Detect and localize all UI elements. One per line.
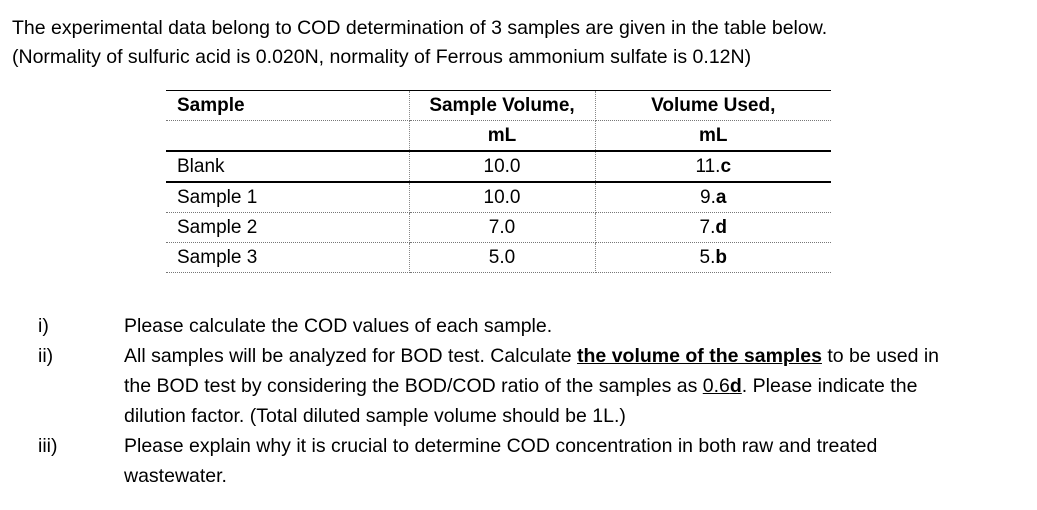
table-row: Blank 10.0 11.c [166,151,831,183]
cell-sample: Sample 2 [166,212,410,243]
question-text: All samples will be analyzed for BOD tes… [124,341,939,371]
text-run: the BOD test by considering the BOD/COD … [124,375,703,397]
cell-sample: Sample 3 [166,242,410,273]
text-run: to be used in [821,345,940,367]
cell-volume: 5.0 [409,242,596,273]
question-list: i) Please calculate the COD values of ea… [0,311,1037,491]
question-text: wastewater. [124,465,227,487]
cell-used-prefix: 5. [699,246,716,268]
question-3-line-2: wastewater. [0,461,1037,491]
header-sample: Sample [166,90,410,121]
cell-used-prefix: 11. [695,155,721,177]
cod-data-table: Sample Sample Volume, Volume Used, mL mL… [166,90,831,273]
ratio-number: 0.6 [702,375,730,397]
cell-volume: 7.0 [409,212,596,243]
table-row: Sample 3 5.0 5.b [166,242,831,273]
text-run: All samples will be analyzed for BOD tes… [124,345,578,367]
cell-sample: Blank [166,151,410,183]
question-3-line-1: iii) Please explain why it is crucial to… [0,431,1037,461]
question-1: i) Please calculate the COD values of ea… [0,311,1037,341]
header-sample-volume-unit: mL [409,120,596,152]
cell-used-prefix: 9. [700,186,716,208]
question-2-line-3: dilution factor. (Total diluted sample v… [0,401,1037,431]
ratio-variable: d [729,375,742,397]
question-number: iii) [38,435,58,457]
question-text: Please calculate the COD values of each … [124,315,553,337]
cell-sample: Sample 1 [166,182,410,213]
header-volume-used: Volume Used, [595,90,831,121]
question-text: the BOD test by considering the BOD/COD … [124,371,917,401]
cell-used: 5.b [595,242,831,273]
underlined-emphasis: the volume of the samples [577,345,822,367]
question-2-line-2: the BOD test by considering the BOD/COD … [0,371,1037,401]
header-sample-volume: Sample Volume, [409,90,596,121]
question-text: dilution factor. (Total diluted sample v… [124,405,626,427]
question-text: Please explain why it is crucial to dete… [124,435,878,457]
text-run: . Please indicate the [741,375,918,397]
cell-used-variable: a [715,186,727,208]
cell-used-variable: c [720,155,732,177]
cell-used-variable: b [715,246,727,268]
intro-text: The experimental data belong to COD dete… [12,14,827,72]
cell-volume: 10.0 [409,182,596,213]
intro-line-2: (Normality of sulfuric acid is 0.020N, n… [12,46,752,68]
question-2-line-1: ii) All samples will be analyzed for BOD… [0,341,1037,371]
cell-used-prefix: 7. [699,216,716,238]
cell-used: 9.a [595,182,831,213]
header-sample-blank [166,120,410,152]
question-number: i) [38,315,49,337]
table-row: Sample 2 7.0 7.d [166,212,831,243]
cell-used: 7.d [595,212,831,243]
cell-used-variable: d [715,216,727,238]
table-row: Sample 1 10.0 9.a [166,182,831,213]
intro-line-1: The experimental data belong to COD dete… [12,17,828,39]
header-volume-used-unit: mL [595,120,831,152]
cell-used: 11.c [595,151,831,183]
cell-volume: 10.0 [409,151,596,183]
question-number: ii) [38,345,54,367]
ratio-value: 0.6d [703,375,742,397]
